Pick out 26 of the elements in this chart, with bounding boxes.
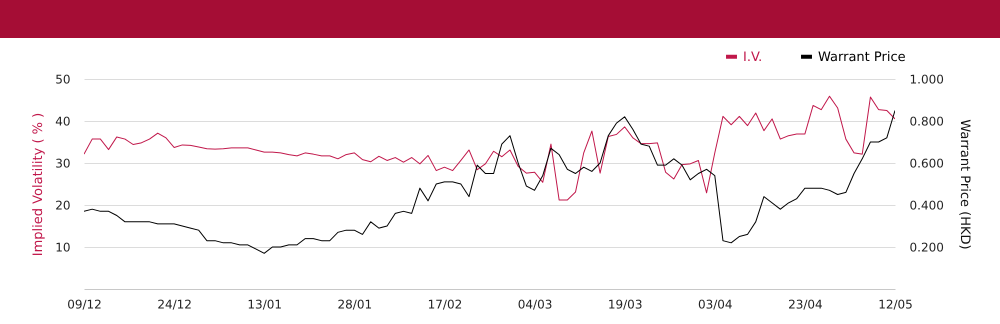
legend-label: I.V. [743,50,762,65]
line-series [84,96,895,200]
x-tick-label: 19/03 [608,298,642,312]
x-tick-label: 28/01 [338,298,372,312]
y-tick-label: 40 [55,114,70,128]
x-tick-label: 12/05 [878,298,913,312]
y-tick-label: 30 [55,156,70,170]
x-tick-label: 23/04 [788,298,823,312]
x-tick-label: 09/12 [67,298,102,312]
y2-tick-label: 1.000 [910,72,944,86]
x-tick-label: 13/01 [247,298,282,312]
y2-tick-label: 0.600 [910,156,944,170]
x-tick-label: 03/04 [698,298,733,312]
legend-label: Warrant Price [818,50,906,65]
y2-tick-label: 0.200 [910,240,944,254]
x-tick-label: 04/03 [518,298,552,312]
y-tick-label: 50 [55,72,70,86]
y2-tick-label: 0.400 [910,198,944,212]
line-series [84,110,895,254]
y-tick-label: 20 [55,198,70,212]
x-tick-label: 17/02 [428,298,462,312]
y-axis-title: Implied Volatility ( % ) [31,112,46,256]
y-tick-label: 10 [55,240,70,254]
x-tick-label: 24/12 [157,298,192,312]
y2-axis-title: Warrant Price (HKD) [956,119,972,250]
y2-tick-label: 0.800 [910,114,944,128]
